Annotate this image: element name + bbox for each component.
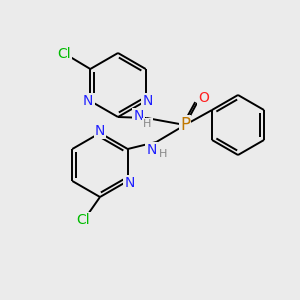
Text: N: N — [124, 176, 135, 190]
Text: N: N — [146, 143, 157, 157]
Text: Cl: Cl — [57, 47, 71, 61]
Text: N: N — [142, 94, 153, 108]
Text: Cl: Cl — [76, 214, 89, 227]
Text: N: N — [95, 124, 105, 138]
Text: O: O — [199, 91, 209, 105]
Text: H: H — [143, 119, 152, 129]
Text: N: N — [83, 94, 94, 108]
Text: P: P — [180, 116, 190, 134]
Text: N: N — [133, 109, 144, 123]
Text: H: H — [159, 149, 167, 159]
